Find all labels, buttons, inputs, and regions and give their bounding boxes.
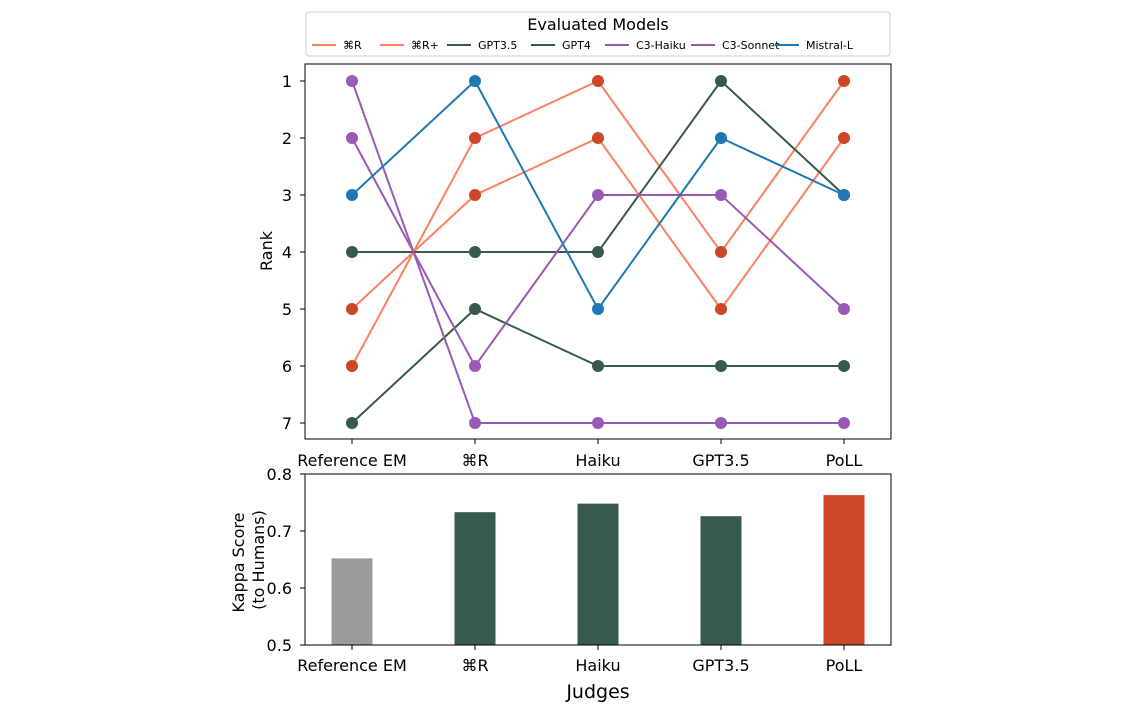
series-4-point (346, 246, 358, 258)
series-1-point (592, 132, 604, 144)
series-5-point (346, 75, 358, 87)
x-tick-label: PoLL (826, 656, 863, 675)
series-5-point (592, 417, 604, 429)
series-2-line (351, 79, 845, 367)
series-2-point (346, 360, 358, 372)
series-3-point (715, 360, 727, 372)
series-6-point (715, 189, 727, 201)
y-tick-label: 1 (282, 72, 292, 91)
x-axis-label: Judges (565, 681, 629, 703)
series-7-point (715, 132, 727, 144)
y-axis: 0.5 0.6 0.7 0.8 (267, 465, 305, 655)
bar (454, 512, 496, 645)
kappa-chart: 0.5 0.6 0.7 0.8 Reference EM ⌘R Haiku GPT3.5 Po… (229, 465, 892, 703)
series-7-point (346, 189, 358, 201)
y-axis-label: Rank (257, 230, 276, 271)
series-4-point (469, 246, 481, 258)
y-tick-label: 7 (282, 414, 292, 433)
series-6-point (346, 132, 358, 144)
series-3-point (469, 303, 481, 315)
x-tick-label: PoLL (826, 451, 863, 470)
series-7-point (838, 189, 850, 201)
legend-label: C3-Sonnet (722, 39, 780, 52)
series-4-line (352, 79, 845, 253)
series-2-point (838, 75, 850, 87)
y-axis-label-line2: (to Humans) (249, 510, 268, 610)
y-axis-label-line1: Kappa Score (229, 513, 248, 613)
legend-label: Mistral-L (806, 39, 854, 52)
series-markers (346, 75, 850, 429)
series-3-point (346, 417, 358, 429)
y-tick-label: 0.7 (267, 522, 292, 541)
series-6-point (469, 360, 481, 372)
bars (331, 495, 865, 645)
series-5-point (838, 417, 850, 429)
legend-label: C3-Haiku (636, 39, 686, 52)
series-1-point (838, 132, 850, 144)
series-1-point (346, 303, 358, 315)
series-4-point (715, 75, 727, 87)
y-tick-label: 5 (282, 300, 292, 319)
x-tick-label: ⌘R (461, 656, 488, 675)
series-7-point (469, 75, 481, 87)
x-tick-label: Haiku (575, 451, 620, 470)
legend: Evaluated Models ⌘R ⌘R+ GPT3.5 GPT4 C3-Haiku… (305, 11, 891, 57)
series-3-point (838, 360, 850, 372)
series-5-point (469, 417, 481, 429)
bar (577, 503, 619, 645)
legend-label: GPT3.5 (478, 39, 517, 52)
x-tick-label: GPT3.5 (692, 656, 749, 675)
series-1-point (469, 189, 481, 201)
x-tick-label: Reference EM (297, 451, 407, 470)
legend-label: GPT4 (562, 39, 591, 52)
y-tick-label: 0.8 (267, 465, 292, 484)
legend-label: ⌘R+ (411, 39, 439, 52)
legend-title: Evaluated Models (527, 15, 669, 34)
series-7-point (592, 303, 604, 315)
series-2-point (715, 246, 727, 258)
bar (823, 495, 865, 645)
y-tick-label: 4 (282, 243, 292, 262)
series-4-point (592, 246, 604, 258)
bar (700, 516, 742, 645)
x-tick-label: Haiku (575, 656, 620, 675)
x-tick-label: GPT3.5 (692, 451, 749, 470)
series-2-point (592, 75, 604, 87)
x-tick-label: Reference EM (297, 656, 407, 675)
legend-label: ⌘R (343, 39, 362, 52)
y-tick-label: 0.6 (267, 579, 292, 598)
x-axis: Reference EM ⌘R Haiku GPT3.5 PoLL (297, 439, 862, 470)
x-tick-label: ⌘R (461, 451, 488, 470)
y-axis-label: Kappa Score (to Humans) (229, 507, 268, 612)
rank-chart: Evaluated Models ⌘R ⌘R+ GPT3.5 GPT4 C3-Haiku… (257, 11, 892, 470)
x-axis: Reference EM ⌘R Haiku GPT3.5 PoLL (297, 645, 862, 675)
series-1-point (715, 303, 727, 315)
series-3-point (592, 360, 604, 372)
y-tick-label: 0.5 (267, 636, 292, 655)
series-6-point (838, 303, 850, 315)
legend-items: ⌘R ⌘R+ GPT3.5 GPT4 C3-Haiku C3-Sonnet Mistral-… (312, 39, 854, 52)
y-tick-label: 3 (282, 186, 292, 205)
series-5-point (715, 417, 727, 429)
series-6-point (592, 189, 604, 201)
y-tick-label: 6 (282, 357, 292, 376)
y-tick-label: 2 (282, 129, 292, 148)
y-axis: 1 2 3 4 5 6 7 (282, 72, 305, 433)
series-2-point (469, 132, 481, 144)
bar (331, 558, 373, 645)
